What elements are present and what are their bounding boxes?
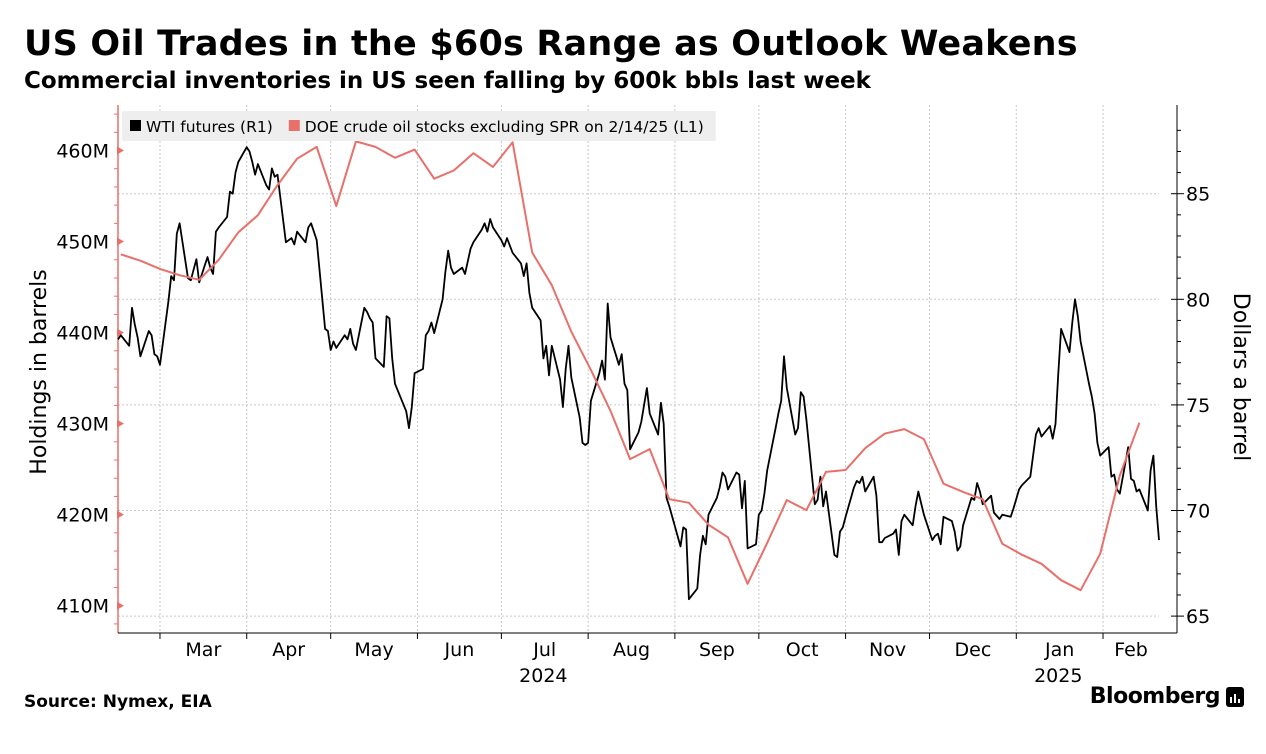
legend-box	[122, 111, 716, 141]
x-tick-label: Aug	[613, 639, 650, 661]
x-year-label: 2025	[1034, 665, 1082, 687]
left-tick-label: 440M	[56, 323, 109, 345]
legend-label: DOE crude oil stocks excluding SPR on 2/…	[305, 118, 704, 136]
left-tick-marker	[117, 419, 124, 428]
left-tick-marker	[117, 601, 124, 610]
grid-lines	[118, 105, 1159, 633]
axes: 410M 420M 430M 440M 450M 460M Holdings in barr…	[27, 105, 1253, 687]
right-tick-label: 65	[1186, 606, 1210, 628]
x-tick-label: May	[354, 639, 393, 661]
left-tick-label: 450M	[56, 232, 109, 254]
left-tick-marker	[117, 328, 124, 337]
x-tick-label: Sep	[699, 639, 735, 661]
brand: Bloomberg	[1090, 684, 1244, 709]
x-tick-label: Nov	[869, 639, 906, 661]
legend: WTI futures (R1) DOE crude oil stocks exc…	[122, 111, 716, 141]
x-tick-label: Jan	[1044, 639, 1074, 661]
left-axis-label: Holdings in barrels	[27, 269, 52, 474]
left-tick-marker	[117, 510, 124, 519]
left-tick-label: 420M	[56, 505, 109, 527]
right-tick-label: 70	[1186, 501, 1210, 523]
left-tick-label: 430M	[56, 414, 109, 436]
x-tick-label: Mar	[185, 639, 221, 661]
source-note: Source: Nymex, EIA	[24, 692, 212, 712]
right-tick-label: 85	[1186, 184, 1210, 206]
right-tick-label: 80	[1186, 289, 1210, 311]
series-line-wti	[117, 146, 1160, 601]
legend-swatch	[288, 120, 300, 131]
legend-label: WTI futures (R1)	[146, 118, 273, 136]
x-tick-label: Apr	[272, 639, 305, 661]
terminal-icon	[1226, 686, 1244, 707]
series-line-doe-stocks	[120, 140, 1141, 592]
left-tick-marker	[117, 146, 124, 155]
x-year-label: 2024	[519, 665, 567, 687]
left-tick-label: 460M	[56, 141, 109, 163]
brand-name: Bloomberg	[1089, 684, 1221, 709]
x-tick-label: Feb	[1114, 639, 1148, 661]
series-layer	[117, 140, 1160, 601]
x-tick-label: Dec	[955, 639, 992, 661]
left-tick-label: 410M	[56, 596, 109, 618]
chart-title: US Oil Trades in the $60s Range as Outlo…	[24, 24, 1078, 64]
left-tick-marker	[117, 237, 124, 246]
right-axis-label: Dollars a barrel	[1228, 293, 1253, 461]
chart-subtitle: Commercial inventories in US seen fallin…	[24, 68, 871, 94]
right-tick-label: 75	[1186, 395, 1210, 417]
x-tick-label: Oct	[786, 639, 819, 661]
x-tick-label: Jul	[532, 639, 556, 661]
legend-swatch	[130, 120, 141, 131]
x-tick-label: Jun	[444, 639, 475, 661]
